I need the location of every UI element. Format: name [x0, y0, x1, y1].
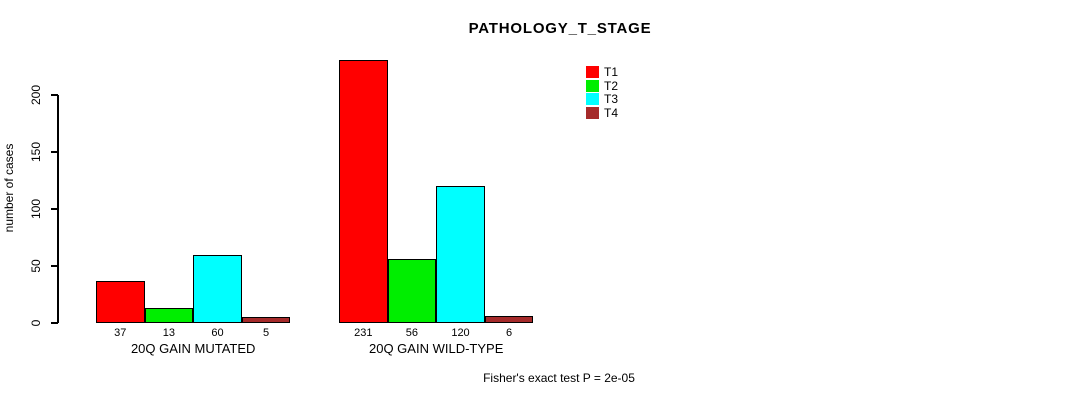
bar-t1-group1 [96, 280, 145, 323]
legend-label: T1 [604, 65, 619, 79]
y-tick-mark [51, 322, 58, 324]
y-tick-label: 0 [29, 319, 43, 327]
bar-value-label: 60 [211, 327, 224, 339]
y-tick-mark [51, 208, 58, 210]
legend-row-t2: T2 [586, 78, 619, 93]
bar-t1-group2 [339, 59, 388, 323]
legend-label: T3 [604, 92, 619, 106]
legend-label: T4 [604, 105, 619, 120]
legend-label: T2 [604, 78, 619, 93]
legend-row-t1: T1 [586, 66, 618, 78]
bar-value-label: 13 [162, 327, 176, 339]
bar-t2-group2 [387, 259, 437, 323]
legend-row-t4: T4 [586, 105, 619, 120]
bar-t2-group1 [144, 308, 194, 323]
bar-t3-group1 [193, 254, 242, 323]
bar-value-label: 231 [354, 327, 373, 339]
legend-swatch-t3 [586, 93, 599, 105]
y-tick-mark [51, 151, 58, 153]
y-axis-label: number of cases [2, 143, 16, 233]
y-tick-mark [51, 94, 58, 96]
legend-swatch-t1 [586, 66, 599, 78]
y-tick-label: 50 [29, 259, 43, 273]
bar-t4-group1 [241, 317, 291, 323]
legend-swatch-t2 [586, 79, 599, 92]
bar-value-label: 56 [405, 327, 419, 339]
bar-value-label: 120 [451, 327, 470, 339]
category-label: 20Q GAIN MUTATED [130, 341, 256, 356]
y-tick-label: 200 [29, 84, 43, 106]
bar-value-label: 5 [263, 327, 270, 339]
y-tick-mark [51, 265, 58, 267]
fisher-test-annotation: Fisher's exact test P = 2e-05 [483, 371, 635, 385]
legend-swatch-t4 [586, 106, 599, 119]
legend-row-t3: T3 [586, 93, 618, 105]
bar-value-label: 37 [114, 327, 127, 339]
legend: T1 T2 T3 T4 [586, 66, 618, 120]
bar-value-label: 6 [506, 327, 513, 339]
chart-title: PATHOLOGY_T_STAGE [468, 20, 652, 37]
category-label: 20Q GAIN WILD-TYPE [369, 341, 504, 356]
bar-t4-group2 [484, 316, 534, 323]
y-tick-label: 150 [29, 141, 43, 163]
bar-t3-group2 [436, 186, 485, 323]
y-tick-label: 100 [29, 198, 43, 220]
